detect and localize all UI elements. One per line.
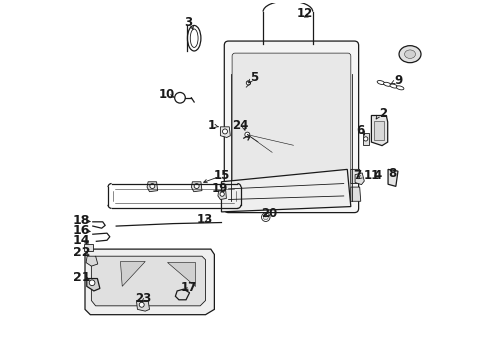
Text: 6: 6	[356, 124, 364, 137]
Polygon shape	[350, 169, 360, 184]
Polygon shape	[221, 169, 350, 212]
Polygon shape	[354, 173, 364, 185]
Polygon shape	[175, 289, 189, 300]
Text: 10: 10	[158, 89, 174, 102]
Ellipse shape	[404, 50, 415, 58]
Polygon shape	[120, 261, 145, 286]
Text: 8: 8	[388, 167, 396, 180]
Text: 1: 1	[207, 118, 216, 131]
Polygon shape	[166, 261, 195, 286]
Text: 19: 19	[211, 182, 227, 195]
Circle shape	[261, 213, 269, 221]
Polygon shape	[218, 191, 226, 199]
Ellipse shape	[190, 29, 198, 48]
Text: 5: 5	[249, 71, 258, 84]
Ellipse shape	[395, 86, 403, 90]
Text: 20: 20	[261, 207, 277, 220]
Polygon shape	[91, 256, 205, 306]
Polygon shape	[85, 249, 214, 315]
Text: 23: 23	[135, 292, 151, 305]
Text: 15: 15	[213, 168, 229, 181]
Ellipse shape	[453, 50, 464, 58]
FancyBboxPatch shape	[232, 53, 350, 204]
Circle shape	[139, 302, 144, 307]
Ellipse shape	[383, 82, 390, 86]
Circle shape	[194, 184, 199, 189]
Ellipse shape	[398, 46, 420, 63]
Polygon shape	[147, 182, 157, 192]
Circle shape	[222, 129, 227, 134]
Ellipse shape	[428, 50, 439, 58]
Circle shape	[89, 280, 95, 285]
Circle shape	[246, 81, 250, 85]
Text: 9: 9	[394, 73, 402, 86]
Text: 3: 3	[183, 16, 191, 29]
Text: 12: 12	[296, 7, 312, 20]
Circle shape	[174, 93, 185, 103]
Polygon shape	[86, 279, 100, 291]
Text: 17: 17	[180, 280, 196, 293]
Text: 18: 18	[73, 214, 90, 227]
Text: 14: 14	[73, 234, 90, 247]
Text: 2: 2	[379, 107, 386, 120]
Circle shape	[244, 132, 249, 137]
Ellipse shape	[376, 81, 384, 85]
Polygon shape	[362, 133, 368, 145]
Ellipse shape	[423, 46, 445, 63]
Text: 7: 7	[352, 169, 361, 182]
Ellipse shape	[187, 26, 201, 51]
Polygon shape	[191, 182, 202, 192]
Polygon shape	[350, 187, 360, 201]
Circle shape	[363, 137, 367, 141]
Text: 4: 4	[373, 169, 381, 182]
Polygon shape	[136, 301, 149, 311]
Text: 11: 11	[363, 169, 379, 182]
Polygon shape	[220, 127, 230, 138]
FancyBboxPatch shape	[224, 41, 358, 213]
Text: 24: 24	[232, 118, 248, 131]
Text: 16: 16	[73, 224, 90, 237]
Circle shape	[220, 192, 224, 196]
Polygon shape	[370, 116, 387, 145]
Ellipse shape	[448, 46, 469, 63]
Ellipse shape	[389, 84, 397, 88]
Text: 21: 21	[73, 271, 90, 284]
Text: 13: 13	[196, 213, 212, 226]
Polygon shape	[373, 121, 383, 140]
Circle shape	[149, 184, 155, 189]
Polygon shape	[84, 244, 93, 251]
Polygon shape	[387, 169, 397, 186]
Circle shape	[263, 215, 268, 220]
Text: 22: 22	[73, 246, 90, 259]
Polygon shape	[86, 256, 98, 266]
